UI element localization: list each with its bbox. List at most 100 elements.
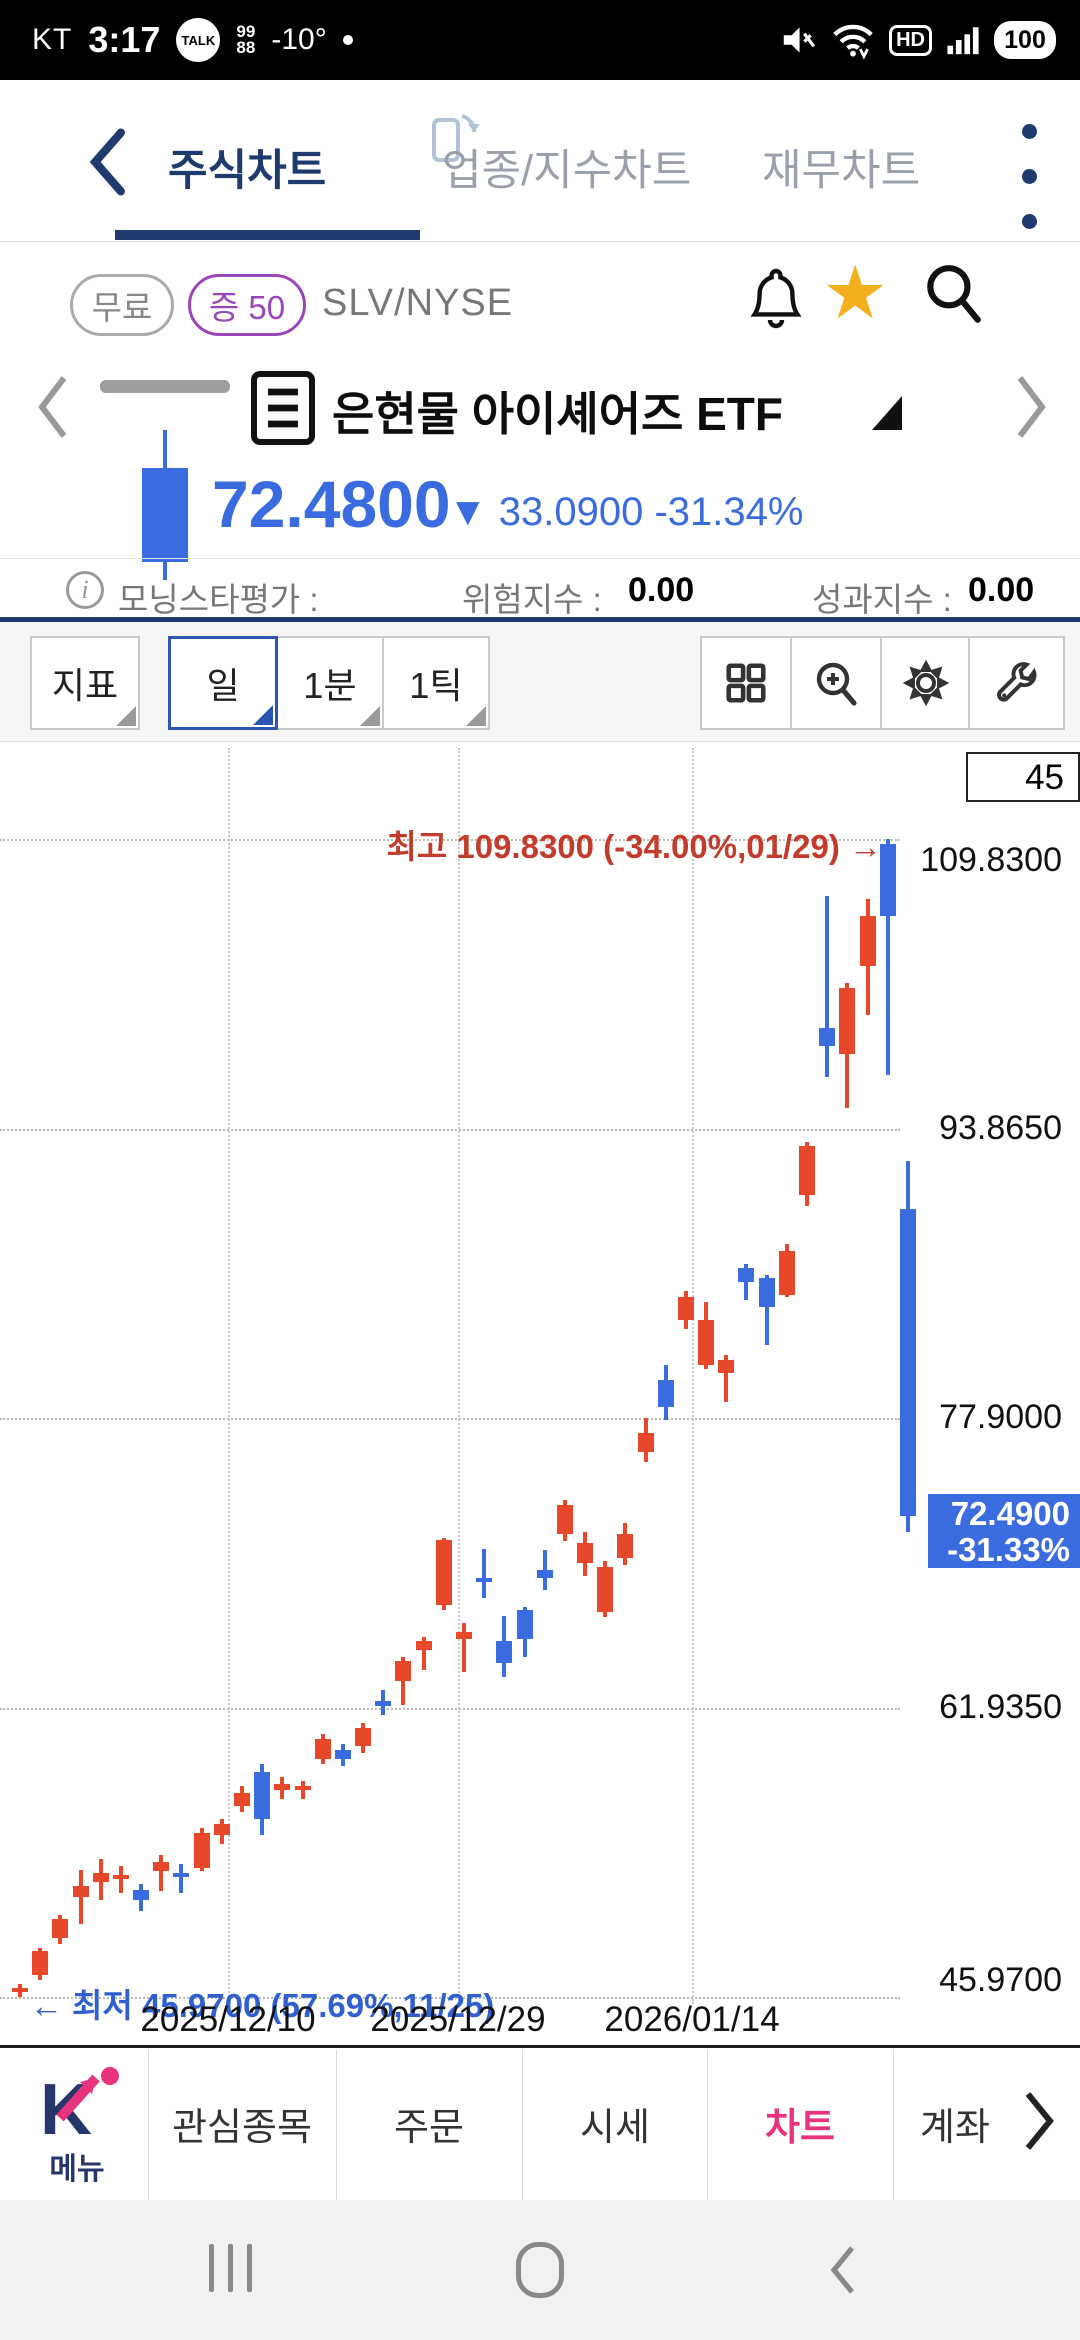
x-axis-label: 2025/12/10 xyxy=(140,2000,316,2039)
one-tick-button[interactable]: 1틱 xyxy=(382,636,490,730)
info-icon[interactable]: i xyxy=(66,571,104,609)
zoom-button[interactable] xyxy=(790,636,882,730)
candle-body xyxy=(334,1749,351,1759)
zoom-in-icon xyxy=(816,662,857,706)
high-annotation: 최고 109.8300 (-34.00%,01/29) → xyxy=(386,828,882,865)
nav-more-chevron-icon[interactable] xyxy=(1022,2090,1056,2152)
v-gridline xyxy=(458,748,460,2004)
daily-button[interactable]: 일 xyxy=(168,636,278,730)
perf-index-label: 성과지수 : xyxy=(812,581,952,618)
status-bar: KT 3:17 TALK 99 88 -10° HD xyxy=(0,0,1080,80)
candle-body xyxy=(173,1873,190,1878)
recent-apps-icon[interactable] xyxy=(202,2244,259,2297)
current-price-tag: 72.4900 -31.33% xyxy=(928,1494,1080,1568)
candle-wick xyxy=(885,839,890,1076)
candle-body xyxy=(819,1028,836,1047)
nav-chart[interactable]: 차트 xyxy=(765,2107,835,2149)
candle-wick xyxy=(401,1657,406,1705)
x-axis-label: 2025/12/29 xyxy=(370,2000,546,2039)
y-axis-label: 45.9700 xyxy=(939,1961,1062,2000)
settings-gear-icon xyxy=(902,659,950,707)
candle-body xyxy=(52,1918,69,1939)
candle-body xyxy=(536,1570,553,1578)
one-minute-button[interactable]: 1분 xyxy=(276,636,384,730)
h-gridline xyxy=(0,839,900,841)
morningstar-row: i 모닝스타평가 : 위험지수 : 0.00 성과지수 : 0.00 xyxy=(0,558,1080,622)
nav-watchlist[interactable]: 관심종목 xyxy=(172,2107,312,2149)
price-change: ▼ 33.0900 -31.34% xyxy=(448,490,804,534)
v-gridline xyxy=(692,748,694,2004)
candle-body xyxy=(395,1661,412,1681)
candle-wick xyxy=(724,1354,729,1402)
candlestick-chart[interactable]: 45 최고 109.8300 (-34.00%,01/29) → ← 최저 45… xyxy=(0,742,1080,2045)
tab-financial-chart[interactable]: 재무차트 xyxy=(762,147,921,195)
stock-name-row: 은현물 아이셰어즈 ETF xyxy=(0,360,1080,455)
candle-body xyxy=(254,1771,271,1819)
alert-bell-icon[interactable] xyxy=(748,264,804,334)
candle-body xyxy=(556,1505,573,1535)
candle-body xyxy=(738,1267,755,1282)
tab-stock-chart[interactable]: 주식차트 xyxy=(168,147,327,195)
candle-wick xyxy=(825,895,830,1078)
candle-wick xyxy=(542,1550,547,1591)
candle-body xyxy=(476,1577,493,1582)
notification-dot-icon xyxy=(342,35,353,45)
candle-body xyxy=(778,1251,795,1295)
candle-body xyxy=(899,1209,916,1517)
home-icon[interactable] xyxy=(516,2242,564,2298)
stock-list-icon[interactable] xyxy=(248,370,318,446)
candle-wick xyxy=(764,1274,769,1346)
hd-voice-icon: HD xyxy=(889,24,932,56)
y-axis-label: 77.9000 xyxy=(939,1398,1062,1437)
tab-sector-index-chart[interactable]: 업종/지수차트 xyxy=(442,147,692,195)
stock-info-row: 무료 증 50 SLV/NYSE ★ xyxy=(0,242,1080,360)
candle-body xyxy=(859,915,876,967)
candle-body xyxy=(799,1146,816,1195)
x-axis-label: 2026/01/14 xyxy=(604,2000,780,2039)
nav-quotes[interactable]: 시세 xyxy=(580,2107,650,2149)
tools-button[interactable] xyxy=(968,636,1065,730)
candle-wick xyxy=(421,1637,426,1671)
candle-wick xyxy=(159,1855,164,1892)
wifi-icon xyxy=(833,24,873,60)
nav-order[interactable]: 주문 xyxy=(394,2107,464,2149)
favorite-star-icon[interactable]: ★ xyxy=(822,251,889,334)
candle-body xyxy=(112,1874,129,1879)
settings-button[interactable] xyxy=(880,636,972,730)
back-icon[interactable] xyxy=(86,128,130,196)
next-stock-icon[interactable] xyxy=(1014,374,1048,440)
search-icon[interactable] xyxy=(922,262,984,328)
candle-body xyxy=(516,1610,533,1640)
notification-badge-icon: 99 88 xyxy=(236,22,256,57)
rotate-phone-icon[interactable] xyxy=(428,108,480,164)
stock-name[interactable]: 은현물 아이셰어즈 ETF xyxy=(332,388,783,440)
candle-wick xyxy=(118,1865,123,1894)
perf-index-value: 0.00 xyxy=(968,571,1035,609)
bottom-navigation: K 메뉴 관심종목 주문 시세 차트 계좌 xyxy=(0,2045,1080,2200)
candle-body xyxy=(314,1738,331,1759)
candle-body xyxy=(758,1278,775,1308)
drag-handle[interactable] xyxy=(100,380,230,393)
name-dropdown-icon[interactable] xyxy=(872,396,902,430)
nav-account[interactable]: 계좌 xyxy=(920,2107,990,2149)
h-gridline xyxy=(0,1418,900,1421)
price-row: 72.4800 ▼ 33.0900 -31.34% xyxy=(0,430,1080,580)
candle-body xyxy=(698,1320,715,1366)
h-gridline xyxy=(0,1128,900,1131)
prev-stock-icon[interactable] xyxy=(36,374,70,440)
candle-body xyxy=(355,1728,372,1747)
grid-layout-button[interactable] xyxy=(700,636,792,730)
candle-body xyxy=(133,1889,150,1901)
bar-count-box[interactable]: 45 xyxy=(966,752,1080,802)
indicator-button[interactable]: 지표 xyxy=(30,636,140,730)
carrier-label: KT xyxy=(32,23,73,56)
y-axis-label: 109.8300 xyxy=(920,841,1062,879)
back-nav-icon[interactable] xyxy=(828,2244,858,2296)
candle-body xyxy=(879,844,896,917)
v-gridline xyxy=(228,748,230,2004)
kakaotalk-notification-icon: TALK xyxy=(176,18,221,62)
free-badge: 무료 xyxy=(70,274,174,336)
grid-icon xyxy=(726,663,766,703)
chart-toolbar: 지표 일 1분 1틱 xyxy=(0,622,1080,742)
more-menu-icon[interactable] xyxy=(1022,124,1037,259)
